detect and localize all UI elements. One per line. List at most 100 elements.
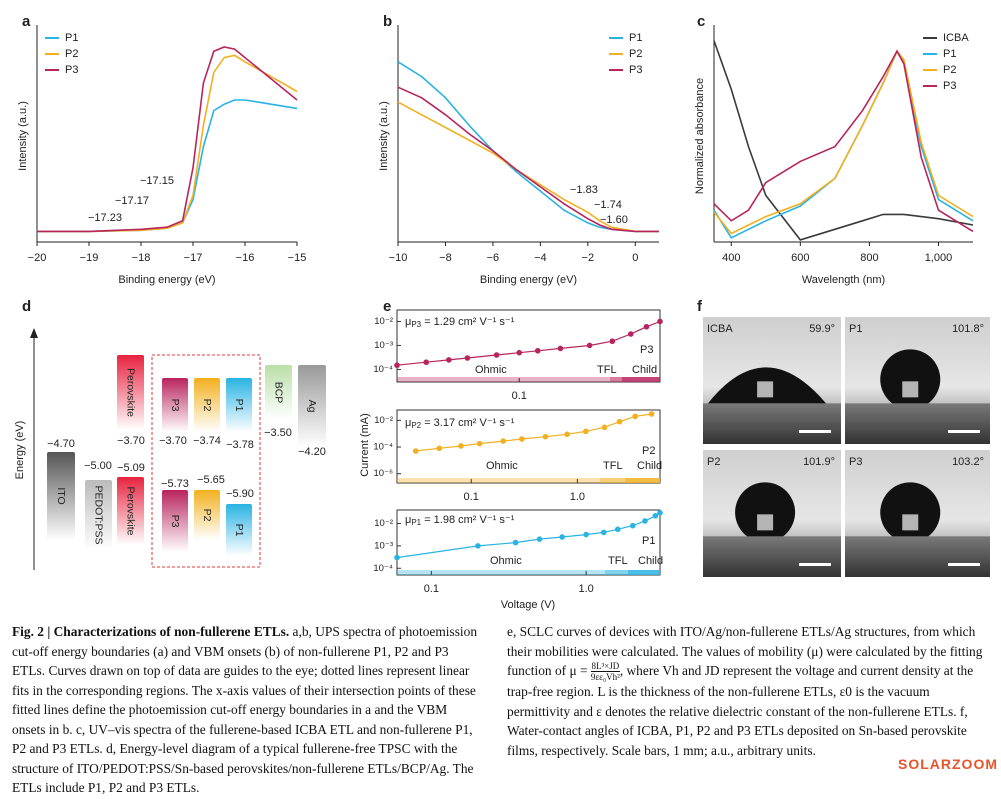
y-axis-label: Energy (eV) — [14, 421, 26, 480]
data-point — [536, 536, 543, 542]
x-tick-label: −15 — [288, 252, 307, 264]
y-tick-label: 10⁻⁴ — [373, 442, 393, 453]
legend-label: P2 — [629, 48, 642, 60]
region-label: TFL — [608, 555, 628, 567]
data-point — [614, 526, 621, 533]
energy-box — [265, 365, 292, 420]
x-tick-label: 0.1 — [464, 491, 479, 503]
energy-box — [226, 504, 252, 556]
energy-box — [194, 490, 220, 540]
caption-right-text: e, SCLC curves of devices with ITO/Ag/no… — [507, 624, 983, 678]
energy-level: −3.70 — [117, 435, 145, 447]
x-tick-label: 1.0 — [570, 491, 585, 503]
data-point — [583, 531, 589, 538]
data-point — [464, 355, 471, 361]
data-point — [600, 529, 607, 536]
curve — [37, 54, 298, 233]
formula-num: 8L³×JD — [590, 661, 620, 673]
x-tick-label: −20 — [28, 252, 47, 264]
x-tick-label: 0.1 — [424, 583, 439, 595]
annotation: −17.17 — [115, 195, 149, 207]
legend-label: P1 — [943, 48, 956, 60]
plot-frame — [396, 509, 661, 576]
layer-name: P1 — [233, 399, 245, 412]
annotation: −1.60 — [600, 214, 628, 226]
sample-label: P2 — [642, 445, 655, 457]
mobility-symbol: μ — [405, 417, 411, 429]
layer-name: BCP — [273, 382, 285, 404]
data-point — [648, 411, 655, 417]
data-point — [586, 342, 593, 349]
x-tick-label: 1.0 — [578, 583, 593, 595]
mobility-symbol: μ — [405, 316, 411, 328]
layer-name: ITO — [55, 487, 67, 504]
energy-level: −5.00 — [84, 460, 112, 472]
legend-label: P3 — [943, 80, 956, 92]
mobility-value: = 3.17 cm² V⁻¹ s⁻¹ — [421, 417, 515, 429]
data-point — [500, 438, 506, 444]
data-point — [423, 359, 430, 366]
mobility-sub: P1 — [411, 518, 421, 527]
layer-name: P1 — [233, 524, 245, 537]
data-point — [519, 436, 525, 442]
y-axis-label: Intensity (a.u.) — [17, 101, 29, 171]
y-tick-label: 10⁻⁶ — [374, 468, 394, 479]
energy-box — [117, 477, 144, 545]
y-tick-label: 10⁻⁴ — [373, 364, 393, 375]
substrate — [703, 536, 841, 577]
curve — [37, 46, 298, 233]
x-tick-label: 0 — [632, 252, 638, 264]
mobility-sub: P3 — [411, 320, 421, 329]
contact-angle: 101.9° — [803, 456, 835, 468]
y-axis-label: Normalized absorbance — [694, 78, 706, 194]
data-point — [564, 431, 570, 438]
data-point — [609, 338, 616, 345]
energy-level: −5.90 — [226, 488, 254, 500]
mobility-symbol: μ — [405, 514, 411, 526]
region-label: TFL — [603, 460, 623, 472]
x-tick-label: 1,000 — [925, 252, 953, 264]
energy-level: −5.73 — [161, 478, 189, 490]
droplet — [880, 482, 941, 537]
panel-label: b — [383, 13, 392, 30]
region-tfl — [605, 570, 628, 575]
layer-name: Perovskite — [125, 368, 137, 417]
curve — [713, 49, 974, 239]
energy-box — [194, 378, 220, 432]
data-point — [632, 413, 638, 420]
annotation: −1.83 — [570, 184, 598, 196]
data-point — [627, 331, 634, 337]
substrate — [703, 403, 841, 444]
energy-level: −5.09 — [117, 462, 145, 474]
data-point — [446, 357, 452, 363]
mobility-label: μP3 = 1.29 cm² V⁻¹ s⁻¹ — [405, 316, 515, 329]
sample-name: ICBA — [707, 323, 733, 335]
substrate — [845, 403, 990, 444]
panel-label: c — [697, 13, 705, 30]
x-tick-label: −8 — [439, 252, 452, 264]
energy-level: −3.50 — [264, 427, 292, 439]
x-tick-label: −17 — [184, 252, 203, 264]
energy-level: −5.65 — [197, 474, 225, 486]
data-point — [412, 448, 419, 454]
region-child — [625, 478, 660, 483]
watermark: SOLARZOOM — [898, 756, 998, 772]
curve — [37, 99, 298, 233]
energy-box — [298, 365, 326, 447]
energy-axis-arrow — [30, 328, 38, 338]
energy-level: −4.70 — [47, 438, 75, 450]
annotation: −17.15 — [140, 175, 174, 187]
energy-box — [226, 378, 252, 432]
droplet-highlight — [902, 514, 919, 531]
region-tfl — [610, 377, 622, 382]
legend-label: P3 — [65, 64, 78, 76]
droplet-highlight — [757, 381, 774, 398]
y-tick-label: 10⁻³ — [374, 540, 393, 551]
data-point — [643, 323, 650, 330]
layer-name: P3 — [169, 515, 181, 528]
caption-right-text-2: , where Vh and JD represent the voltage … — [507, 663, 974, 758]
x-tick-label: −16 — [236, 252, 255, 264]
energy-level: −3.78 — [226, 439, 254, 451]
data-point — [394, 362, 400, 369]
